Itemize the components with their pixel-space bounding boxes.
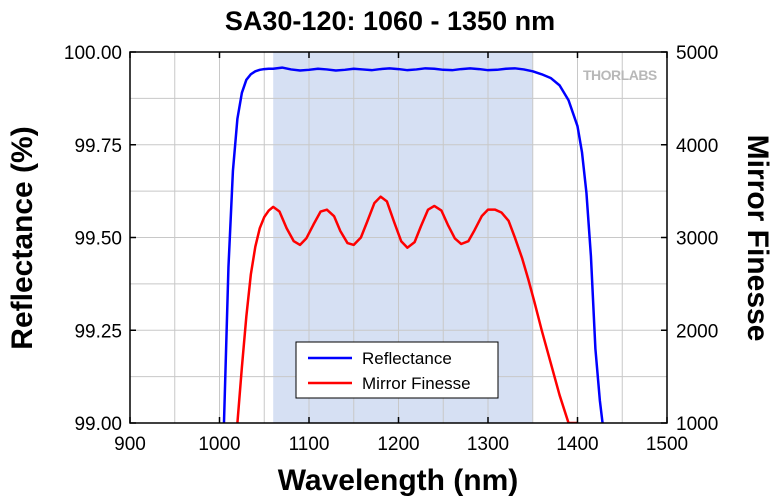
y-left-tick-label: 99.75 (74, 136, 122, 157)
y-left-tick-label: 100.00 (64, 43, 122, 64)
y-right-tick-label: 1000 (676, 414, 718, 435)
series-line-reflectance (222, 66, 604, 423)
y-left-tick-label: 99.00 (74, 414, 122, 435)
x-tick-label: 1300 (467, 434, 509, 455)
x-tick-label: 1500 (646, 434, 688, 455)
x-tick-label: 1200 (377, 434, 419, 455)
legend: Reflectance Mirror Finesse (295, 341, 499, 399)
legend-label-finesse: Mirror Finesse (362, 374, 471, 393)
legend-label-reflectance: Reflectance (362, 349, 452, 368)
y-right-tick-label: 3000 (676, 229, 718, 250)
x-tick-label: 1400 (556, 434, 598, 455)
y-right-tick-label: 4000 (676, 136, 718, 157)
x-axis-title: Wavelength (nm) (278, 464, 519, 497)
chart-title: SA30-120: 1060 - 1350 nm (225, 6, 555, 36)
y-right-tick-label: 5000 (676, 43, 718, 64)
y-axis-title-right: Mirror Finesse (741, 135, 774, 342)
y-left-tick-label: 99.25 (74, 321, 122, 342)
legend-box (295, 341, 499, 399)
brand-logo: THORLABS (583, 67, 657, 83)
x-tick-label: 1100 (289, 434, 330, 455)
series-line-mirror-finesse (236, 195, 578, 423)
y-right-tick-label: 2000 (676, 321, 718, 342)
x-tick-label: 900 (114, 434, 146, 455)
y-left-tick-label: 99.50 (74, 229, 122, 250)
y-axis-title-left: Reflectance (%) (6, 126, 39, 349)
x-tick-label: 1000 (198, 434, 240, 455)
